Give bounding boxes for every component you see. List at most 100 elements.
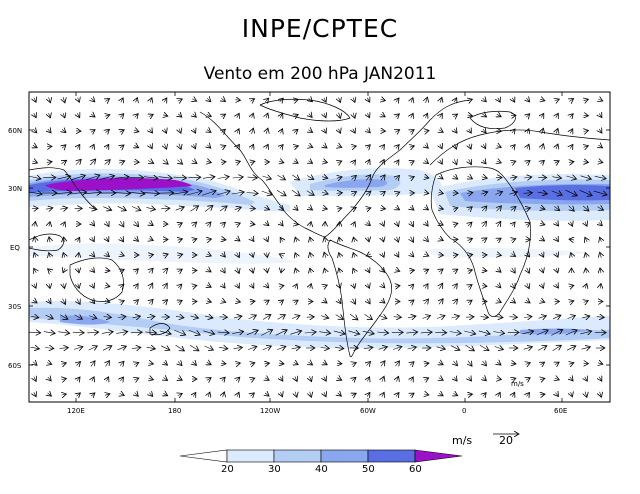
wind-vector bbox=[362, 331, 374, 334]
wind-vector bbox=[321, 192, 328, 194]
wind-vector bbox=[367, 113, 369, 117]
wind-vector bbox=[584, 99, 589, 101]
wind-vector bbox=[105, 115, 110, 117]
wind-vector bbox=[468, 270, 473, 271]
wind-vector bbox=[396, 361, 400, 366]
wind-vector bbox=[349, 313, 358, 320]
wind-vector bbox=[222, 253, 226, 257]
wind-vector bbox=[178, 361, 182, 365]
wind-vector bbox=[410, 177, 415, 179]
wind-vector bbox=[178, 378, 182, 380]
wind-vector bbox=[266, 113, 268, 118]
wind-vector bbox=[127, 192, 145, 194]
wind-vector bbox=[247, 177, 258, 178]
wind-vector bbox=[324, 252, 326, 258]
wind-vector bbox=[281, 392, 283, 397]
wind-vector bbox=[556, 268, 558, 273]
wind-vector bbox=[45, 348, 54, 349]
wind-vector bbox=[294, 114, 298, 116]
colorbar-level-label: 60 bbox=[409, 464, 422, 475]
wind-vector bbox=[204, 346, 214, 350]
wind-vector bbox=[367, 160, 370, 165]
wind-vector bbox=[320, 348, 330, 349]
wind-vector bbox=[512, 300, 516, 303]
wind-vector bbox=[266, 128, 268, 134]
wind-vector bbox=[223, 392, 225, 397]
wind-vector bbox=[207, 130, 211, 133]
wind-vector bbox=[252, 113, 254, 118]
wind-vector bbox=[527, 268, 530, 274]
wind-vector bbox=[555, 362, 559, 365]
wind-vector bbox=[193, 392, 196, 396]
wind-vector bbox=[78, 253, 79, 258]
wind-vector bbox=[439, 378, 443, 381]
wind-vector bbox=[59, 348, 69, 349]
lon-label-0: 0 bbox=[462, 407, 466, 415]
wind-vector bbox=[367, 222, 371, 225]
wind-vector bbox=[353, 253, 355, 258]
wind-vector bbox=[381, 269, 384, 273]
wind-vector bbox=[161, 208, 170, 209]
wind-vector bbox=[186, 191, 202, 196]
wind-vector bbox=[121, 377, 124, 381]
wind-vector bbox=[512, 145, 515, 149]
wind-vector bbox=[252, 253, 254, 258]
wind-vector bbox=[468, 300, 472, 303]
wind-vector bbox=[426, 97, 428, 103]
wind-vector bbox=[295, 268, 297, 273]
wind-vector bbox=[498, 392, 500, 396]
wind-vector bbox=[58, 332, 69, 334]
wind-vector bbox=[204, 316, 213, 318]
wind-vector bbox=[556, 144, 558, 149]
wind-vector bbox=[556, 284, 559, 288]
wind-vector bbox=[381, 300, 385, 303]
wind-vector bbox=[146, 316, 155, 317]
wind-vector bbox=[527, 393, 530, 397]
wind-vector bbox=[594, 176, 606, 178]
wind-vector bbox=[136, 98, 138, 103]
wind-vector bbox=[440, 144, 442, 149]
wind-vector bbox=[526, 378, 530, 381]
wind-vector bbox=[172, 192, 188, 194]
wind-vector bbox=[410, 253, 414, 257]
wind-vector bbox=[77, 393, 81, 396]
wind-vector bbox=[378, 347, 388, 350]
wind-vector bbox=[280, 98, 284, 102]
wind-vector bbox=[105, 301, 110, 303]
wind-vector bbox=[294, 129, 298, 132]
wind-vector bbox=[570, 129, 572, 133]
wind-vector bbox=[585, 253, 586, 258]
wind-vector bbox=[353, 112, 355, 119]
wind-vector bbox=[542, 128, 544, 134]
wind-vector bbox=[295, 237, 297, 242]
wind-vector bbox=[483, 221, 487, 226]
wind-vector bbox=[481, 192, 488, 194]
wind-vector bbox=[31, 208, 38, 209]
wind-vector bbox=[468, 99, 473, 101]
colorbar-level-label: 40 bbox=[315, 464, 328, 475]
wind-vector bbox=[323, 161, 328, 162]
wind-vector bbox=[92, 284, 94, 288]
wind-vector bbox=[219, 206, 227, 211]
wind-vector bbox=[188, 177, 201, 178]
longitude-labels: 120E 180 120W 60W 0 60E bbox=[67, 407, 567, 415]
wind-vector bbox=[556, 128, 558, 133]
wind-vector bbox=[425, 284, 428, 289]
wind-vector bbox=[353, 98, 355, 103]
wind-vector bbox=[367, 268, 369, 272]
wind-vector bbox=[542, 268, 544, 273]
wind-vector bbox=[439, 208, 444, 209]
wind-vector bbox=[454, 98, 456, 102]
wind-vector bbox=[586, 268, 587, 273]
wind-vector bbox=[59, 315, 68, 320]
wind-vector bbox=[323, 145, 327, 148]
wind-vector bbox=[84, 192, 102, 193]
wind-vector bbox=[236, 161, 241, 163]
colorbar-level-label: 50 bbox=[362, 464, 375, 475]
wind-vector bbox=[541, 253, 543, 257]
wind-vector bbox=[92, 144, 94, 148]
wind-vector bbox=[381, 361, 385, 366]
wind-vector bbox=[101, 332, 113, 334]
wind-vector bbox=[291, 347, 301, 349]
wind-vector bbox=[120, 269, 124, 271]
